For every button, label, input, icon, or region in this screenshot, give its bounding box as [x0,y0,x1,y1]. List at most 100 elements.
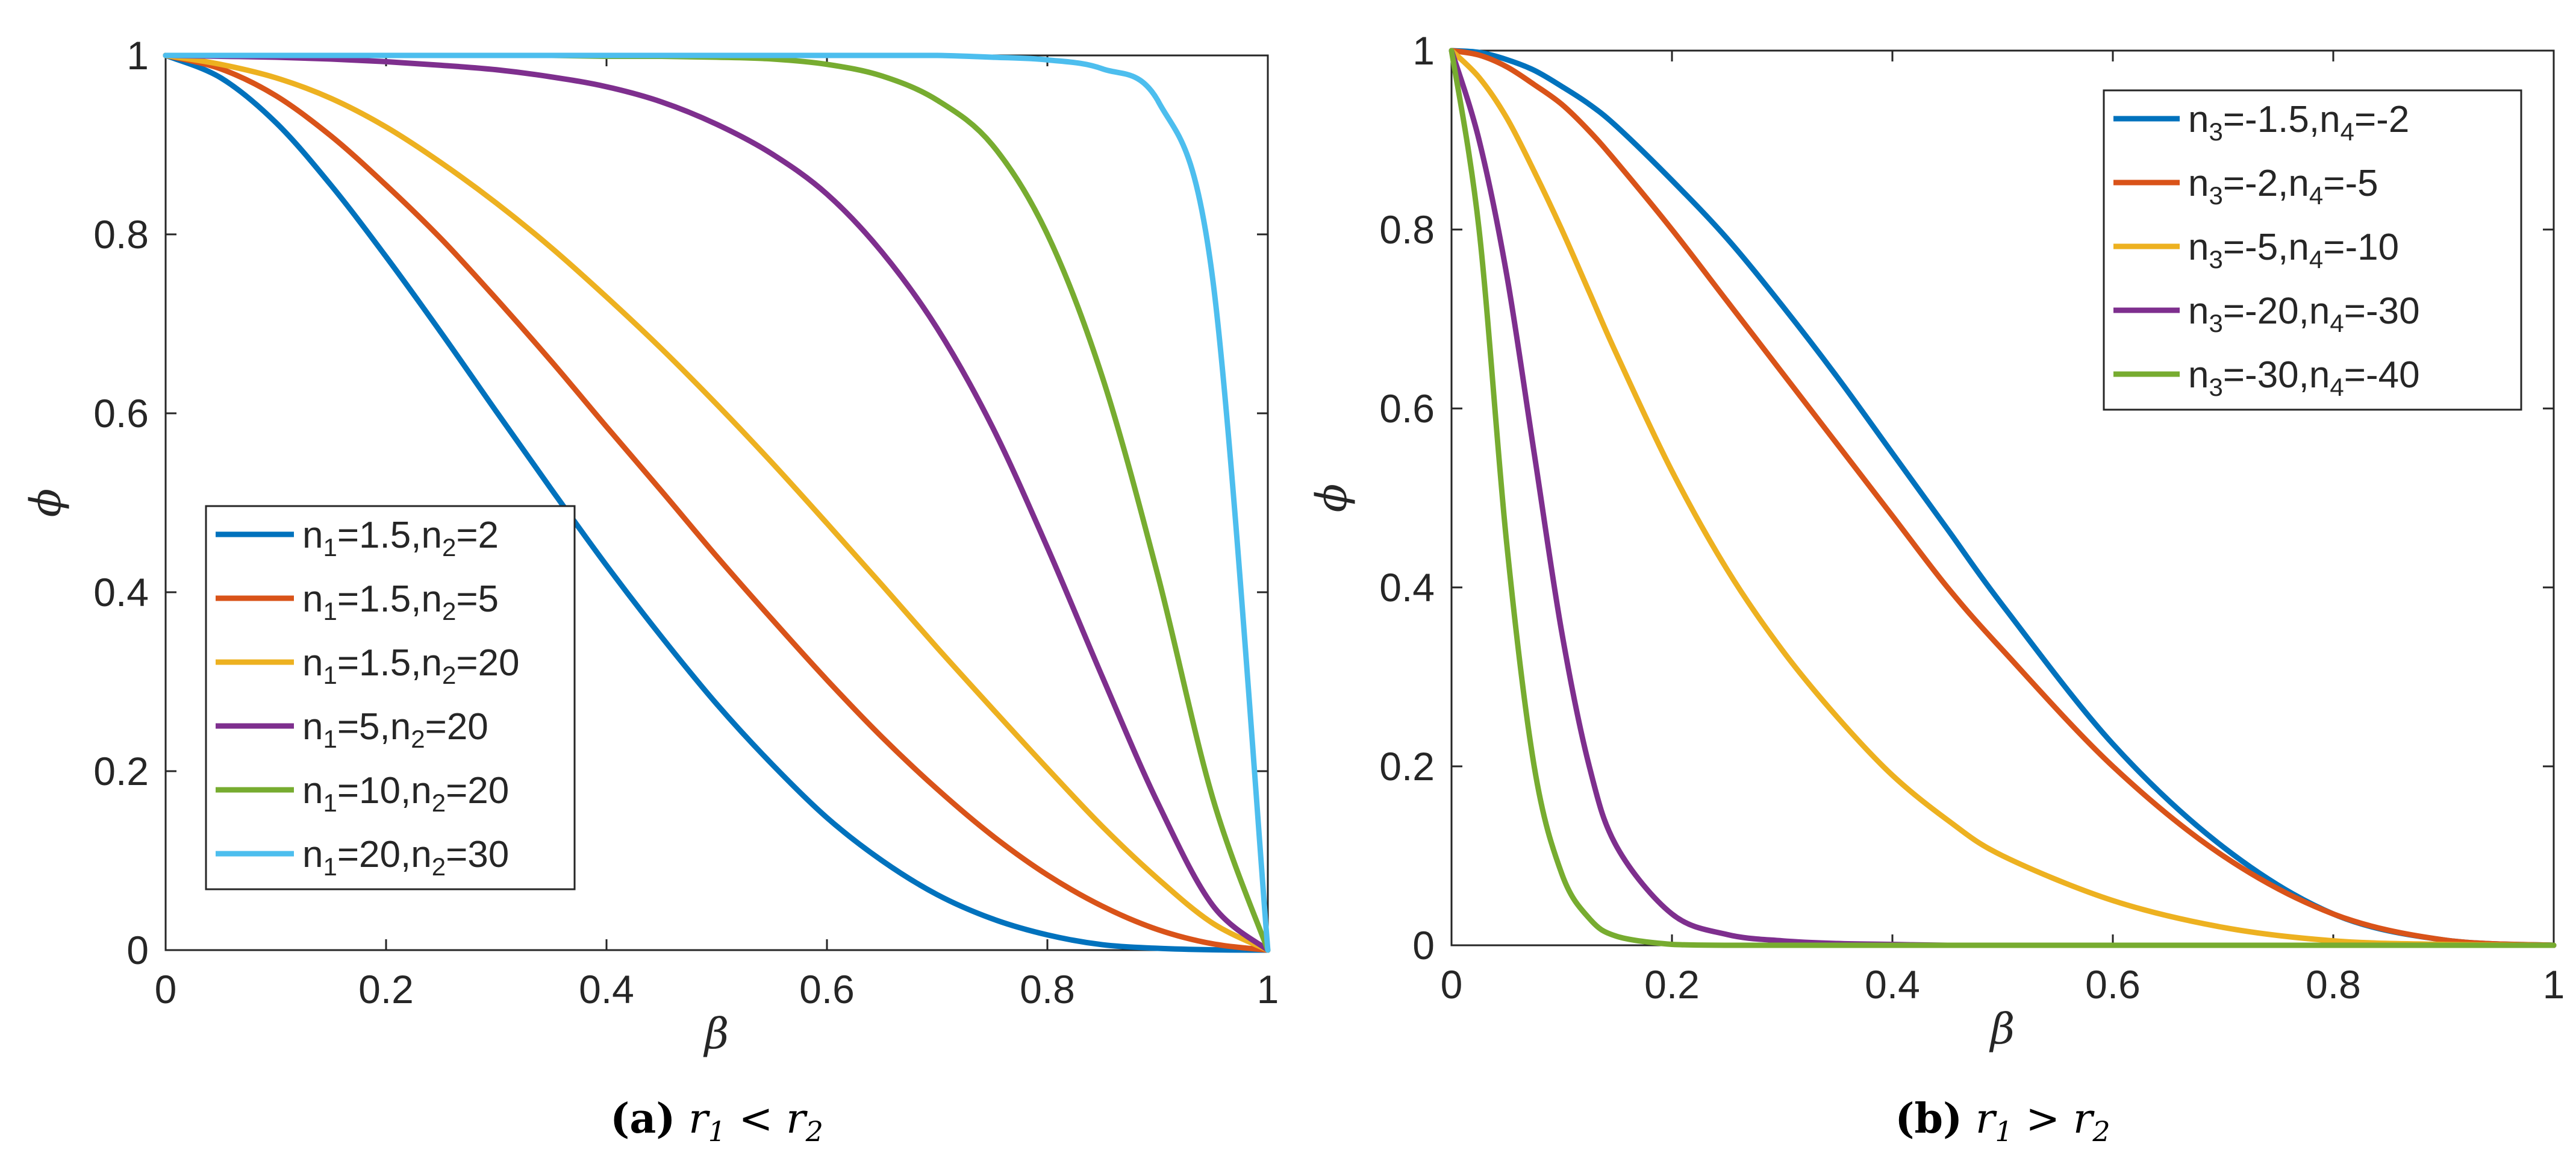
legend-value: =20 [425,706,488,748]
legend-subscript: 3 [2209,245,2222,274]
y-tick-label: 0.2 [1379,744,1435,789]
caption-part: r [688,1095,710,1143]
legend-value: =10, [337,770,411,812]
series-line-1 [163,52,1271,953]
series-line-2 [1449,48,2557,948]
caption-part: r [786,1095,808,1143]
legend-var: n [411,834,431,875]
y-axis-label: ϕ [21,489,70,518]
legend-subscript: 3 [2209,117,2222,146]
legend-subscript: 2 [432,852,446,881]
x-tick-label: 0 [1441,962,1463,1007]
legend-subscript: 1 [323,789,337,817]
series-line-1 [1449,48,2557,948]
legend-var: n [302,834,323,875]
series-line-3 [1449,48,2557,948]
y-tick-label: 0.4 [93,570,149,615]
caption-part: < [726,1095,786,1143]
legend-var: n [2288,163,2309,204]
legend-entry-6: n1=20,n2=30 [302,834,509,881]
x-tick-label: 0.8 [1020,967,1075,1012]
legend-var: n [302,515,323,556]
legend-var: n [2319,99,2340,140]
legend-value: =20 [456,642,519,684]
caption-part [1962,1095,1976,1143]
legend-var: n [2309,290,2330,332]
legend-subscript: 1 [323,725,337,753]
legend-entry-4: n3=-20,n4=-30 [2188,290,2420,337]
legend-entry-1: n1=1.5,n2=2 [302,515,499,562]
x-tick-label: 0.2 [358,967,414,1012]
series-line-2 [163,52,1271,953]
x-axis-label: β [703,1009,729,1059]
legend-value: =20, [337,834,411,875]
legend-value: =1.5, [337,642,422,684]
y-tick-label: 0.6 [1379,386,1435,431]
y-tick-label: 0 [1412,923,1435,968]
legend-var: n [302,642,323,684]
legend-subscript: 2 [442,533,456,562]
y-tick-label: 0.8 [1379,207,1435,252]
legend-entry-5: n3=-30,n4=-40 [2188,354,2420,401]
legend-subscript: 1 [323,533,337,562]
legend-entry-1: n3=-1.5,n4=-2 [2188,99,2409,146]
y-tick-label: 0.8 [93,212,149,257]
x-tick-label: 0.8 [2306,962,2361,1007]
legend-var: n [302,578,323,620]
series-line-5 [1449,48,2557,948]
legend-value: =1.5, [337,578,422,620]
legend-value: =1.5, [337,515,422,556]
x-tick-label: 1 [2543,962,2565,1007]
caption-part: r [1976,1095,1997,1143]
legend-var: n [302,770,323,812]
legend-subscript: 2 [411,725,425,753]
legend-subscript: 3 [2209,309,2222,337]
legend-var: n [390,706,411,748]
panel-caption: (a) r1 < r2 [610,1095,823,1148]
panel-caption: (b) r1 > r2 [1895,1095,2110,1148]
y-tick-label: 1 [126,33,149,78]
y-tick-label: 0 [126,928,149,972]
legend-entry-4: n1=5,n2=20 [302,706,488,753]
legend-subscript: 1 [323,661,337,689]
legend: n1=1.5,n2=2n1=1.5,n2=5n1=1.5,n2=20n1=5,n… [205,505,576,890]
legend-entry-3: n3=-5,n4=-10 [2188,227,2399,274]
caption-part [675,1095,688,1143]
legend-entry-2: n1=1.5,n2=5 [302,578,499,625]
legend-value: =-2, [2223,163,2289,204]
x-tick-label: 0.4 [1865,962,1920,1007]
legend-subscript: 3 [2209,181,2222,210]
legend-subscript: 4 [2309,245,2323,274]
legend-var: n [421,642,441,684]
x-tick-label: 1 [1257,967,1279,1012]
legend: n3=-1.5,n4=-2n3=-2,n4=-5n3=-5,n4=-10n3=-… [2103,89,2522,411]
caption-part: (b) [1895,1095,1962,1143]
legend-subscript: 1 [323,597,337,625]
x-tick-label: 0 [155,967,177,1012]
panel-b: 0 0.2 0.4 0.6 0.8 100.20.40.60.81βϕn3=-1.5,n4… [1307,28,2565,1148]
panel-a: 0 0.2 0.4 0.6 0.8 100.20.40.60.81βϕn1=1.5,n2=… [21,33,1279,1148]
x-tick-label: 0.6 [2085,962,2141,1007]
x-tick-label: 0.4 [579,967,634,1012]
legend-var: n [2188,354,2209,396]
legend-subscript: 4 [2309,181,2323,210]
y-tick-label: 0.6 [93,391,149,436]
legend-entry-3: n1=1.5,n2=20 [302,642,519,689]
legend-var: n [421,578,441,620]
legend-box [2103,89,2522,411]
y-tick-label: 1 [1412,28,1435,73]
caption-part: (a) [610,1095,675,1143]
caption-part: 1 [1995,1115,2012,1148]
legend-value: =5 [456,578,499,620]
legend-var: n [2188,163,2209,204]
legend-var: n [2188,290,2209,332]
legend-subscript: 2 [442,597,456,625]
legend-value: =-10 [2323,227,2399,268]
legend-entry-5: n1=10,n2=20 [302,770,509,817]
legend-value: =2 [456,515,499,556]
legend-subscript: 3 [2209,373,2222,401]
legend-box [205,505,576,890]
legend-var: n [302,706,323,748]
legend-subscript: 2 [432,789,446,817]
